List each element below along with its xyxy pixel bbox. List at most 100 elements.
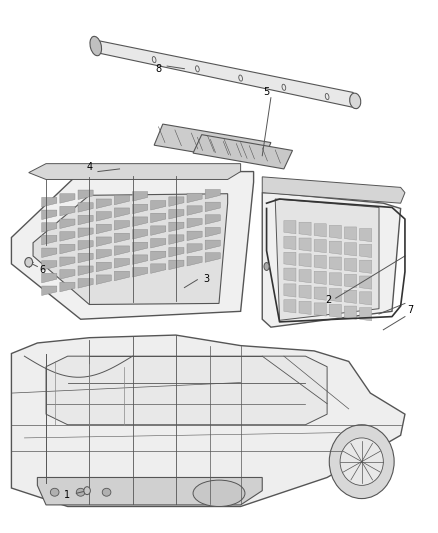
Polygon shape [133, 191, 148, 201]
Polygon shape [169, 260, 184, 270]
Text: 2: 2 [325, 295, 332, 305]
Polygon shape [205, 190, 220, 199]
Polygon shape [187, 193, 202, 203]
Polygon shape [133, 242, 148, 252]
Polygon shape [114, 208, 130, 217]
Ellipse shape [50, 488, 59, 496]
Polygon shape [78, 203, 93, 212]
Text: 1: 1 [64, 490, 70, 500]
Polygon shape [187, 256, 202, 266]
Polygon shape [169, 235, 184, 244]
Polygon shape [284, 237, 296, 249]
Polygon shape [60, 270, 75, 279]
Polygon shape [133, 204, 148, 214]
Text: 4: 4 [86, 163, 92, 172]
Polygon shape [60, 219, 75, 229]
Polygon shape [329, 304, 341, 318]
Polygon shape [314, 287, 326, 300]
Polygon shape [133, 230, 148, 239]
Polygon shape [169, 247, 184, 257]
Ellipse shape [84, 487, 90, 495]
Polygon shape [299, 286, 311, 298]
Polygon shape [344, 290, 357, 303]
Polygon shape [329, 257, 341, 270]
Polygon shape [96, 275, 111, 285]
Polygon shape [29, 164, 240, 180]
Polygon shape [329, 241, 341, 254]
Polygon shape [299, 222, 311, 236]
Polygon shape [344, 259, 357, 272]
Text: 3: 3 [203, 274, 209, 284]
Polygon shape [42, 236, 57, 245]
Polygon shape [114, 271, 130, 281]
Polygon shape [60, 232, 75, 241]
Polygon shape [60, 206, 75, 216]
Polygon shape [205, 202, 220, 212]
Polygon shape [42, 248, 57, 257]
Polygon shape [262, 177, 405, 203]
Text: 5: 5 [263, 87, 270, 98]
Polygon shape [42, 273, 57, 283]
Polygon shape [314, 240, 326, 253]
Polygon shape [60, 193, 75, 203]
Polygon shape [187, 219, 202, 228]
Polygon shape [314, 303, 326, 316]
Polygon shape [329, 225, 341, 239]
Polygon shape [299, 254, 311, 267]
Polygon shape [169, 209, 184, 219]
Polygon shape [94, 39, 357, 108]
Polygon shape [78, 279, 93, 288]
Polygon shape [96, 249, 111, 259]
Polygon shape [114, 246, 130, 255]
Polygon shape [151, 264, 166, 273]
Polygon shape [11, 172, 254, 319]
Polygon shape [284, 300, 296, 313]
Polygon shape [344, 243, 357, 256]
Text: 6: 6 [39, 265, 46, 275]
Polygon shape [360, 229, 372, 241]
Polygon shape [360, 244, 372, 257]
Polygon shape [151, 226, 166, 236]
Ellipse shape [340, 438, 383, 486]
Polygon shape [60, 244, 75, 254]
Polygon shape [133, 255, 148, 264]
Polygon shape [329, 273, 341, 286]
Polygon shape [151, 213, 166, 223]
Polygon shape [314, 271, 326, 285]
Polygon shape [205, 240, 220, 249]
Polygon shape [60, 257, 75, 266]
Polygon shape [205, 228, 220, 237]
Polygon shape [78, 241, 93, 250]
Polygon shape [262, 192, 401, 327]
Polygon shape [284, 252, 296, 265]
Polygon shape [96, 212, 111, 221]
Polygon shape [360, 308, 372, 321]
Polygon shape [96, 224, 111, 234]
Polygon shape [187, 244, 202, 253]
Polygon shape [96, 199, 111, 208]
Polygon shape [78, 253, 93, 263]
Polygon shape [11, 335, 405, 506]
Ellipse shape [193, 480, 245, 506]
Polygon shape [78, 215, 93, 225]
Polygon shape [329, 289, 341, 302]
Polygon shape [344, 274, 357, 288]
Polygon shape [314, 224, 326, 237]
Polygon shape [60, 282, 75, 292]
Polygon shape [275, 199, 379, 320]
Polygon shape [169, 222, 184, 232]
Polygon shape [42, 261, 57, 270]
Polygon shape [360, 292, 372, 305]
Polygon shape [299, 270, 311, 283]
Polygon shape [314, 255, 326, 269]
Polygon shape [205, 215, 220, 224]
Polygon shape [360, 260, 372, 273]
Polygon shape [78, 266, 93, 276]
Polygon shape [284, 268, 296, 281]
Polygon shape [284, 284, 296, 297]
Polygon shape [37, 478, 262, 505]
Polygon shape [151, 251, 166, 261]
Polygon shape [133, 217, 148, 227]
Polygon shape [299, 238, 311, 251]
Polygon shape [169, 197, 184, 206]
